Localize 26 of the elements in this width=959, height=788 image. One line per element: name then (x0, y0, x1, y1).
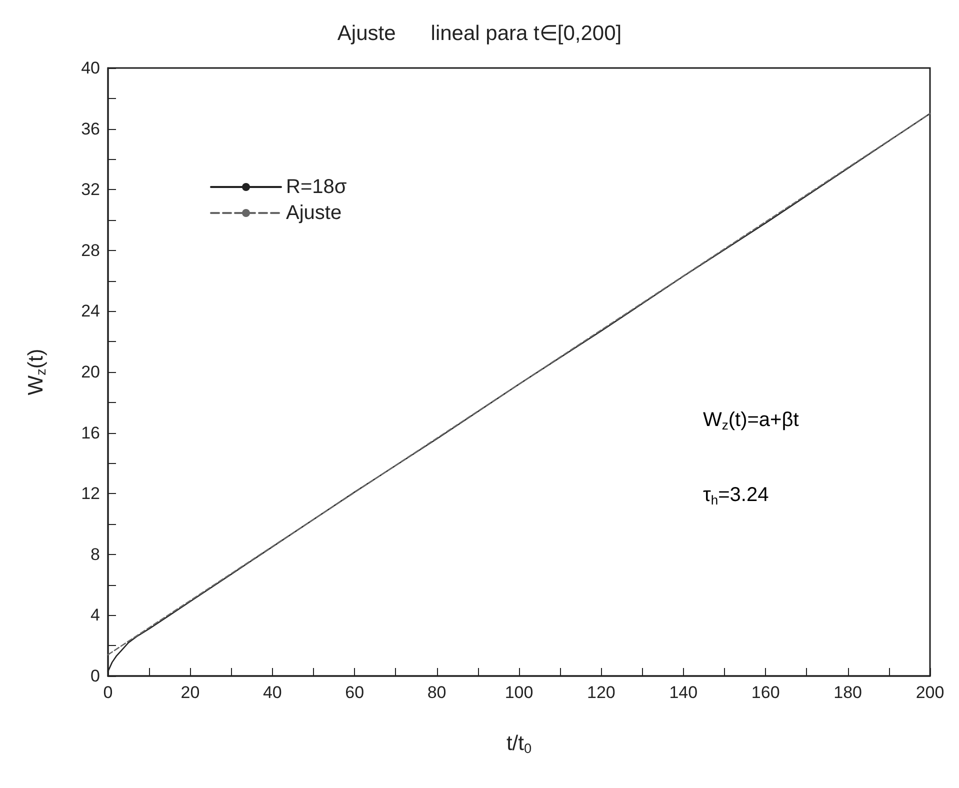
legend-label: Ajuste (286, 202, 342, 224)
x-tick-label: 140 (669, 683, 698, 702)
x-tick-label: 180 (834, 683, 862, 702)
y-tick-label: 36 (81, 119, 100, 138)
x-tick-label: 160 (751, 683, 780, 702)
x-tick-label: 40 (262, 683, 282, 702)
y-tick-label: 16 (81, 423, 100, 442)
x-tick-label: 100 (504, 683, 534, 702)
x-tick-label: 60 (345, 683, 364, 702)
y-tick-label: 12 (81, 484, 100, 504)
y-tick-label: 40 (81, 58, 100, 78)
y-tick-label: 28 (81, 240, 100, 260)
legend-label: R=18σ (286, 176, 348, 198)
x-tick-label: 20 (180, 683, 200, 702)
x-tick-label: 200 (916, 683, 944, 702)
y-tick-label: 8 (90, 544, 100, 564)
x-tick-label: 120 (587, 683, 616, 702)
y-axis-title: Wz(t) (24, 348, 48, 396)
y-tick-label: 0 (90, 666, 100, 686)
y-tick-label: 20 (81, 362, 100, 382)
x-tick-label: 0 (103, 683, 113, 702)
y-tick-label: 32 (81, 180, 100, 200)
y-tick-label: 4 (90, 606, 100, 625)
y-tick-label: 24 (81, 302, 100, 321)
chart-title: Ajuste lineal para t∈[0,200] (337, 22, 622, 45)
x-tick-label: 80 (427, 683, 446, 702)
